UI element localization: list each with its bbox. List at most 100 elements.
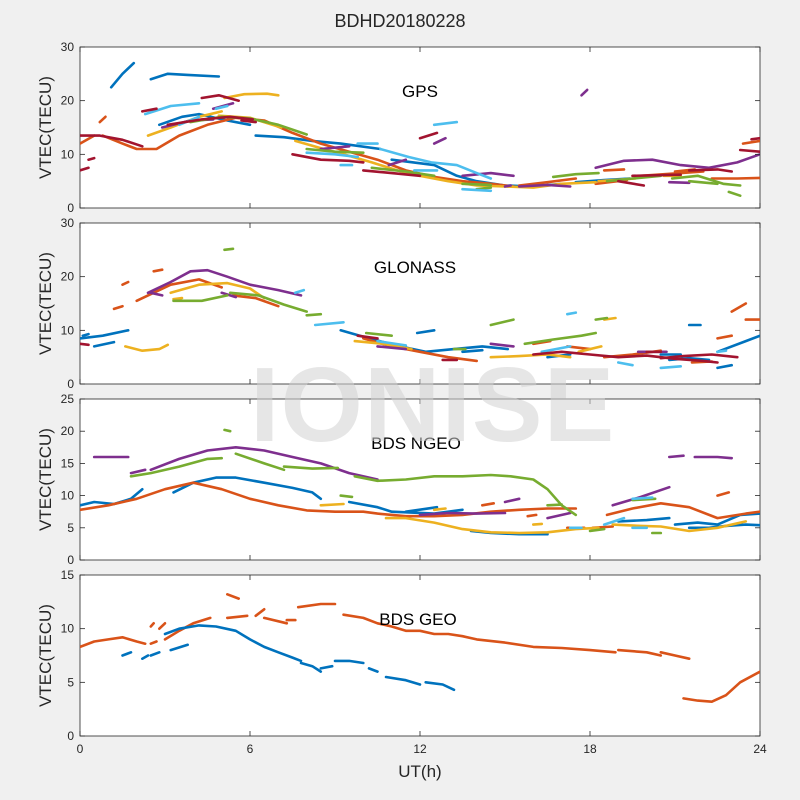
series-line-cyan: [313, 321, 345, 327]
series-line-blue: [80, 329, 130, 340]
y-tick-label: 0: [67, 729, 74, 743]
series-line-cyan: [379, 147, 493, 180]
series-line-maroon: [141, 107, 158, 113]
series-group: [80, 428, 760, 536]
series-line-orange: [682, 670, 760, 703]
series-line-purple: [503, 497, 521, 504]
series-line-orange: [526, 513, 538, 518]
series-line-orange: [517, 177, 578, 187]
subplot-0: 0 10 20 30 GPS VTEC(TECU): [36, 40, 761, 215]
series-line-green: [370, 166, 436, 178]
series-line-blue: [163, 624, 303, 663]
y-tick-label: 5: [67, 521, 74, 535]
y-tick-label: 20: [61, 424, 75, 438]
subplot-3: 0 5 10 15 0 6 12 18 24 BDS GEO VTEC(TECU) UT(h): [36, 568, 767, 781]
x-axis-label: UT(h): [398, 762, 441, 781]
series-line-green: [631, 497, 657, 502]
series-line-orange: [296, 602, 337, 609]
series-line-orange: [152, 268, 164, 273]
series-line-blue: [384, 675, 422, 686]
series-line-purple: [580, 88, 589, 97]
series-line-orange: [149, 640, 158, 645]
y-axis-label: VTEC(TECU): [36, 604, 55, 707]
series-line-maroon: [356, 334, 379, 340]
y-axis-label: VTEC(TECU): [36, 252, 55, 355]
series-line-cyan: [540, 345, 572, 354]
series-line-orange: [112, 304, 124, 311]
subplot-2: 0 5 10 15 20 25 BDS NGEO VTEC(TECU): [36, 392, 761, 567]
series-line-maroon: [659, 353, 739, 360]
series-line-maroon: [80, 166, 90, 172]
series-line-orange: [80, 134, 96, 145]
x-tick-label: 18: [583, 742, 597, 756]
series-line-cyan: [294, 288, 306, 295]
y-tick-label: 0: [67, 377, 74, 391]
series-line-maroon: [166, 115, 255, 127]
series-line-yellow: [611, 520, 748, 533]
series-line-cyan: [432, 120, 459, 127]
series-line-green: [228, 291, 308, 313]
series-line-yellow: [223, 92, 280, 100]
series-line-maroon: [418, 131, 439, 140]
series-line-green: [523, 331, 597, 346]
series-line-yellow: [124, 343, 170, 352]
series-line-blue: [319, 664, 334, 670]
series-line-cyan: [461, 187, 493, 193]
series-line-orange: [617, 648, 663, 657]
x-tick-label: 12: [413, 742, 427, 756]
series-line-maroon: [532, 350, 719, 364]
x-tick-label: 24: [753, 742, 767, 756]
series-line-green: [282, 465, 340, 470]
series-line-orange: [149, 622, 155, 628]
series-line-orange: [659, 651, 691, 660]
series-line-green: [551, 171, 600, 179]
series-line-orange: [80, 481, 578, 518]
series-line-yellow: [294, 139, 597, 189]
series-line-yellow: [532, 522, 544, 526]
series-line-orange: [481, 502, 495, 507]
series-line-cyan: [617, 361, 634, 367]
axes-box: [79, 222, 761, 385]
series-line-maroon: [362, 169, 422, 178]
series-line-maroon: [80, 342, 90, 347]
series-line-cyan: [659, 365, 682, 370]
series-line-maroon: [738, 148, 760, 153]
y-tick-label: 15: [61, 456, 75, 470]
series-line-blue: [109, 61, 136, 89]
series-line-maroon: [240, 119, 257, 124]
series-line-purple: [546, 511, 572, 520]
panel-title: GLONASS: [374, 258, 456, 277]
series-line-maroon: [750, 136, 760, 141]
series-line-green: [489, 318, 515, 327]
y-tick-label: 5: [67, 675, 74, 689]
series-line-blue: [415, 329, 436, 335]
series-line-blue: [617, 516, 671, 523]
series-line-cyan: [566, 311, 578, 316]
series-line-green: [339, 494, 354, 499]
series-group: [80, 593, 760, 703]
subplot-1: 0 10 20 30 GLONASS VTEC(TECU): [36, 216, 761, 391]
series-line-green: [461, 182, 493, 187]
series-line-purple: [668, 454, 685, 459]
series-line-green: [605, 174, 663, 183]
series-line-blue: [367, 667, 379, 673]
series-line-blue: [81, 332, 90, 337]
series-line-purple: [129, 468, 147, 475]
series-line-yellow: [172, 296, 184, 301]
series-line-green: [129, 456, 223, 478]
series-line-orange: [226, 614, 249, 620]
series-line-purple: [319, 145, 351, 151]
panel-title: BDS GEO: [379, 610, 456, 629]
series-line-orange: [121, 280, 130, 286]
series-line-green: [305, 147, 365, 154]
series-line-purple: [149, 446, 379, 481]
panel-title: GPS: [402, 82, 438, 101]
series-line-cyan: [214, 104, 229, 110]
series-line-maroon: [687, 168, 733, 173]
series-line-orange: [226, 593, 240, 600]
series-line-blue: [149, 651, 161, 657]
series-line-purple: [503, 184, 512, 188]
series-line-blue: [169, 643, 189, 652]
series-line-maroon: [631, 173, 682, 178]
